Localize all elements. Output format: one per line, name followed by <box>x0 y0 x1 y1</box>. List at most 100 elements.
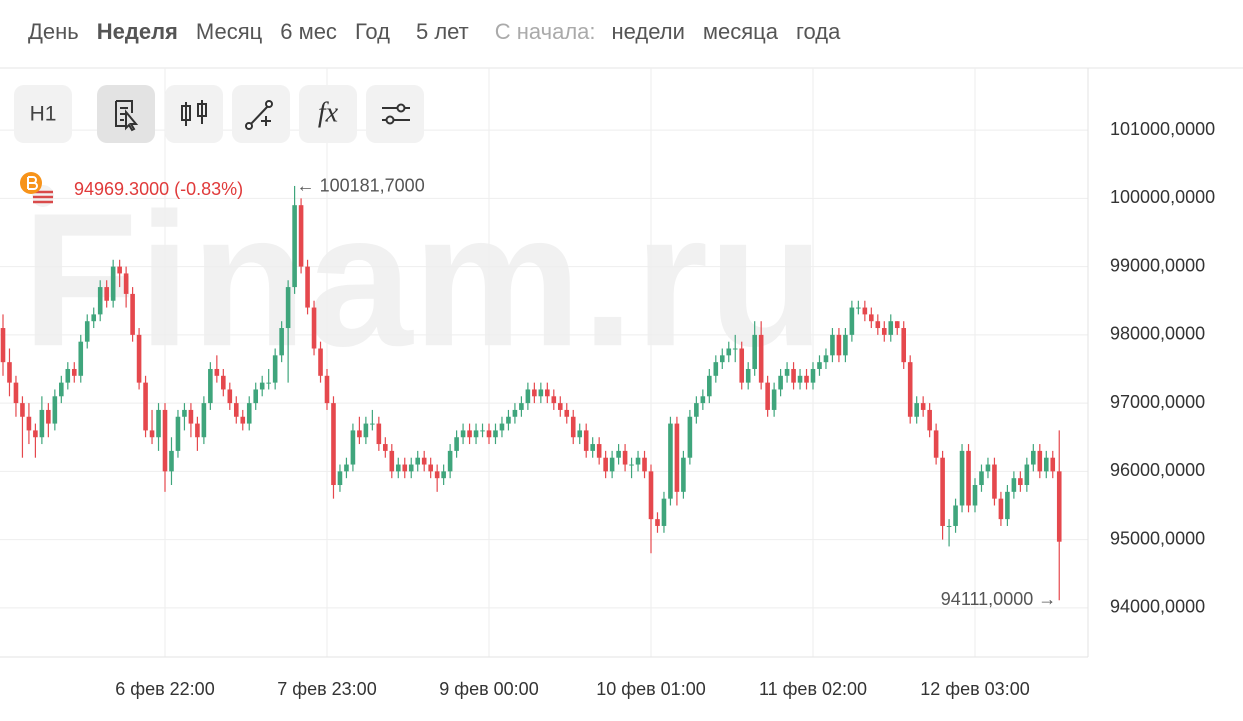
y-tick-label: 99000,0000 <box>1110 255 1205 275</box>
candle-body <box>817 362 822 369</box>
candle-body <box>596 444 602 458</box>
candle-body <box>480 430 485 432</box>
settings-button[interactable] <box>366 85 424 143</box>
candle-body <box>84 321 90 342</box>
order-icon <box>115 100 139 132</box>
x-tick-label: 6 фев 22:00 <box>115 679 214 699</box>
candle-body <box>253 389 259 404</box>
candle-body <box>532 389 537 397</box>
candle-body <box>758 334 764 383</box>
candle-body <box>26 416 32 431</box>
candle-body <box>1056 471 1062 542</box>
candle-body <box>545 389 550 397</box>
since-tab[interactable]: недели <box>612 19 685 44</box>
candle-body <box>493 430 498 438</box>
candle-body <box>350 430 356 465</box>
drawing-icon-dot <box>245 122 253 130</box>
candle-body <box>136 334 142 383</box>
chart-type-button[interactable] <box>165 85 223 143</box>
candle-body <box>687 416 693 458</box>
candle-body <box>668 423 673 499</box>
candle-body <box>856 307 861 309</box>
candle-body <box>745 368 751 383</box>
candle-body <box>91 314 97 322</box>
candle-body <box>661 498 667 526</box>
candle-body <box>182 409 187 417</box>
candle-body <box>512 409 518 417</box>
candle-body <box>156 409 161 438</box>
candle-body <box>953 505 958 526</box>
period-tabs: День Неделя Месяц 6 мес Год 5 лет С начала: нед… <box>28 19 841 44</box>
candle-body <box>305 266 310 308</box>
candle-body <box>376 423 382 445</box>
x-tick-label: 7 фев 23:00 <box>277 679 376 699</box>
candle-body <box>719 355 725 363</box>
candle-body <box>998 498 1004 520</box>
y-tick-label: 100000,0000 <box>1110 187 1215 207</box>
candle-body <box>1024 464 1030 486</box>
since-tab[interactable]: года <box>796 19 841 44</box>
y-tick-label: 97000,0000 <box>1110 392 1205 412</box>
candle-body <box>0 328 6 363</box>
settings-icon-knob <box>385 115 395 125</box>
period-tab[interactable]: Неделя <box>97 19 178 44</box>
candle-body <box>460 430 466 438</box>
bitcoin-glyph <box>27 176 38 190</box>
candle-body <box>881 328 887 335</box>
candle-body <box>869 314 874 322</box>
indicators-label: fx <box>318 97 339 128</box>
drawing-icon <box>248 105 271 127</box>
min-label: 94111,0000 → <box>941 589 1056 609</box>
candle-body <box>7 362 12 383</box>
candle-body <box>804 375 809 383</box>
candle-body <box>823 355 829 363</box>
candle-body <box>609 457 615 472</box>
x-tick-label: 12 фев 03:00 <box>920 679 1029 699</box>
candle-body <box>570 416 576 438</box>
period-tab[interactable]: 5 лет <box>416 19 469 44</box>
candle-body <box>849 307 855 335</box>
candle-body <box>836 334 842 356</box>
candle-body <box>266 382 271 384</box>
candle-body <box>344 464 349 472</box>
candle-body <box>992 464 997 499</box>
candle-body <box>233 403 239 417</box>
candle-body <box>707 375 712 397</box>
candle-body <box>46 409 51 424</box>
period-tab[interactable]: 6 мес <box>280 19 337 44</box>
candle-body <box>629 464 634 466</box>
candle-body <box>901 328 907 363</box>
candle-body <box>966 450 971 506</box>
period-tab[interactable]: День <box>28 19 79 44</box>
interval-button[interactable] <box>14 85 72 143</box>
candle-body <box>447 450 453 472</box>
candle-body <box>862 307 868 315</box>
candle-body <box>285 287 291 329</box>
candle-body <box>506 416 511 424</box>
candle-body <box>214 368 220 376</box>
candle-body <box>169 450 174 472</box>
candle-body <box>1050 457 1056 472</box>
candle-body <box>240 416 246 424</box>
candle-body <box>674 423 680 492</box>
candle-body <box>188 409 194 424</box>
since-tab[interactable]: месяца <box>703 19 779 44</box>
period-tab[interactable]: Год <box>355 19 390 44</box>
y-tick-label: 94000,0000 <box>1110 597 1205 617</box>
candle-body <box>486 430 492 438</box>
candle-body <box>227 389 233 404</box>
candle-body <box>927 409 932 431</box>
candle-body <box>726 348 732 356</box>
candle-body <box>739 348 745 383</box>
candle-body <box>324 375 330 404</box>
candle-body <box>441 471 446 479</box>
indicators-button[interactable] <box>299 85 357 143</box>
period-tab[interactable]: Месяц <box>196 19 263 44</box>
candle-body <box>1005 491 1010 520</box>
candle-body <box>875 321 881 329</box>
candle-body <box>221 375 226 390</box>
candle-body <box>33 430 38 438</box>
candle-body <box>771 389 777 410</box>
candle-body <box>298 205 304 267</box>
x-tick-label: 9 фев 00:00 <box>439 679 538 699</box>
